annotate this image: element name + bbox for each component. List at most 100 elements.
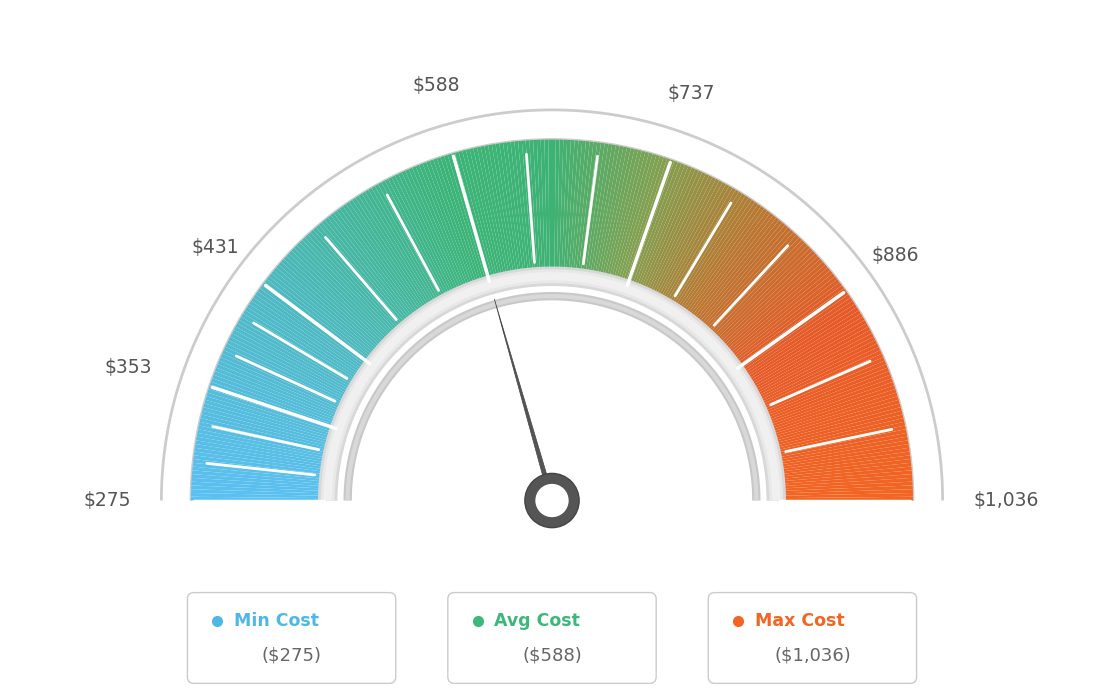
- Wedge shape: [510, 141, 529, 278]
- Polygon shape: [495, 299, 559, 522]
- Wedge shape: [571, 140, 586, 277]
- Wedge shape: [301, 237, 399, 339]
- Wedge shape: [190, 493, 328, 498]
- Wedge shape: [747, 323, 869, 393]
- Wedge shape: [268, 273, 378, 362]
- Wedge shape: [733, 288, 847, 371]
- Wedge shape: [732, 285, 845, 368]
- Wedge shape: [708, 239, 805, 340]
- FancyBboxPatch shape: [188, 593, 395, 683]
- Wedge shape: [233, 326, 355, 395]
- Wedge shape: [665, 187, 736, 308]
- Wedge shape: [775, 463, 912, 480]
- Wedge shape: [552, 139, 555, 276]
- Wedge shape: [624, 158, 671, 288]
- Circle shape: [534, 483, 570, 518]
- Wedge shape: [731, 282, 842, 367]
- Wedge shape: [771, 418, 905, 452]
- Wedge shape: [257, 288, 371, 371]
- Wedge shape: [758, 360, 887, 416]
- Wedge shape: [198, 425, 332, 456]
- Wedge shape: [658, 181, 726, 304]
- Wedge shape: [666, 189, 740, 308]
- Wedge shape: [730, 279, 840, 365]
- Wedge shape: [437, 157, 482, 288]
- Wedge shape: [735, 291, 849, 373]
- Text: $737: $737: [667, 83, 715, 103]
- Wedge shape: [229, 336, 352, 401]
- Wedge shape: [728, 276, 838, 363]
- Wedge shape: [771, 422, 905, 454]
- Wedge shape: [537, 139, 545, 277]
- Wedge shape: [296, 242, 395, 342]
- Wedge shape: [399, 172, 458, 297]
- Wedge shape: [668, 191, 743, 310]
- Wedge shape: [737, 297, 853, 377]
- Wedge shape: [700, 229, 794, 334]
- Text: $275: $275: [83, 491, 130, 510]
- Wedge shape: [725, 270, 834, 359]
- Wedge shape: [637, 166, 692, 294]
- Wedge shape: [463, 149, 499, 284]
- Wedge shape: [769, 414, 904, 449]
- Wedge shape: [426, 160, 476, 290]
- Wedge shape: [694, 222, 785, 329]
- Wedge shape: [284, 256, 386, 351]
- Wedge shape: [592, 144, 619, 280]
- Wedge shape: [641, 168, 699, 296]
- Wedge shape: [201, 411, 335, 447]
- Wedge shape: [199, 422, 333, 454]
- Wedge shape: [709, 242, 808, 342]
- Wedge shape: [499, 142, 521, 279]
- Wedge shape: [288, 250, 390, 347]
- Text: $588: $588: [413, 77, 460, 95]
- Wedge shape: [191, 474, 328, 486]
- Wedge shape: [670, 193, 746, 311]
- Text: Max Cost: Max Cost: [754, 612, 845, 630]
- Wedge shape: [596, 146, 627, 282]
- Wedge shape: [656, 180, 723, 303]
- Wedge shape: [761, 367, 890, 420]
- Wedge shape: [440, 155, 485, 287]
- Wedge shape: [693, 219, 783, 328]
- Wedge shape: [691, 217, 779, 326]
- Wedge shape: [299, 239, 396, 340]
- Wedge shape: [544, 139, 550, 276]
- Wedge shape: [190, 497, 328, 500]
- Wedge shape: [662, 186, 733, 306]
- Text: $886: $886: [871, 246, 919, 266]
- Wedge shape: [754, 343, 879, 405]
- Wedge shape: [755, 346, 881, 407]
- Wedge shape: [772, 425, 906, 456]
- Wedge shape: [605, 149, 641, 284]
- Wedge shape: [720, 262, 826, 354]
- Wedge shape: [689, 215, 777, 325]
- Wedge shape: [355, 195, 432, 313]
- Wedge shape: [193, 455, 329, 475]
- Wedge shape: [235, 323, 357, 393]
- Wedge shape: [675, 197, 752, 314]
- Wedge shape: [266, 276, 376, 363]
- Wedge shape: [768, 403, 901, 442]
- Wedge shape: [191, 482, 328, 491]
- Wedge shape: [339, 206, 422, 319]
- Wedge shape: [726, 273, 836, 362]
- Wedge shape: [209, 382, 340, 429]
- Wedge shape: [255, 291, 369, 373]
- Wedge shape: [626, 159, 675, 290]
- Wedge shape: [200, 414, 335, 449]
- Wedge shape: [191, 471, 329, 484]
- Wedge shape: [278, 262, 384, 354]
- Wedge shape: [703, 235, 799, 337]
- Wedge shape: [526, 139, 538, 277]
- Text: ($588): ($588): [522, 646, 582, 664]
- Wedge shape: [477, 146, 508, 282]
- Wedge shape: [711, 245, 810, 344]
- Wedge shape: [577, 141, 597, 278]
- Wedge shape: [676, 199, 755, 315]
- Wedge shape: [746, 319, 867, 391]
- Wedge shape: [327, 215, 415, 325]
- Wedge shape: [699, 227, 792, 333]
- Wedge shape: [573, 141, 590, 277]
- Wedge shape: [208, 385, 339, 431]
